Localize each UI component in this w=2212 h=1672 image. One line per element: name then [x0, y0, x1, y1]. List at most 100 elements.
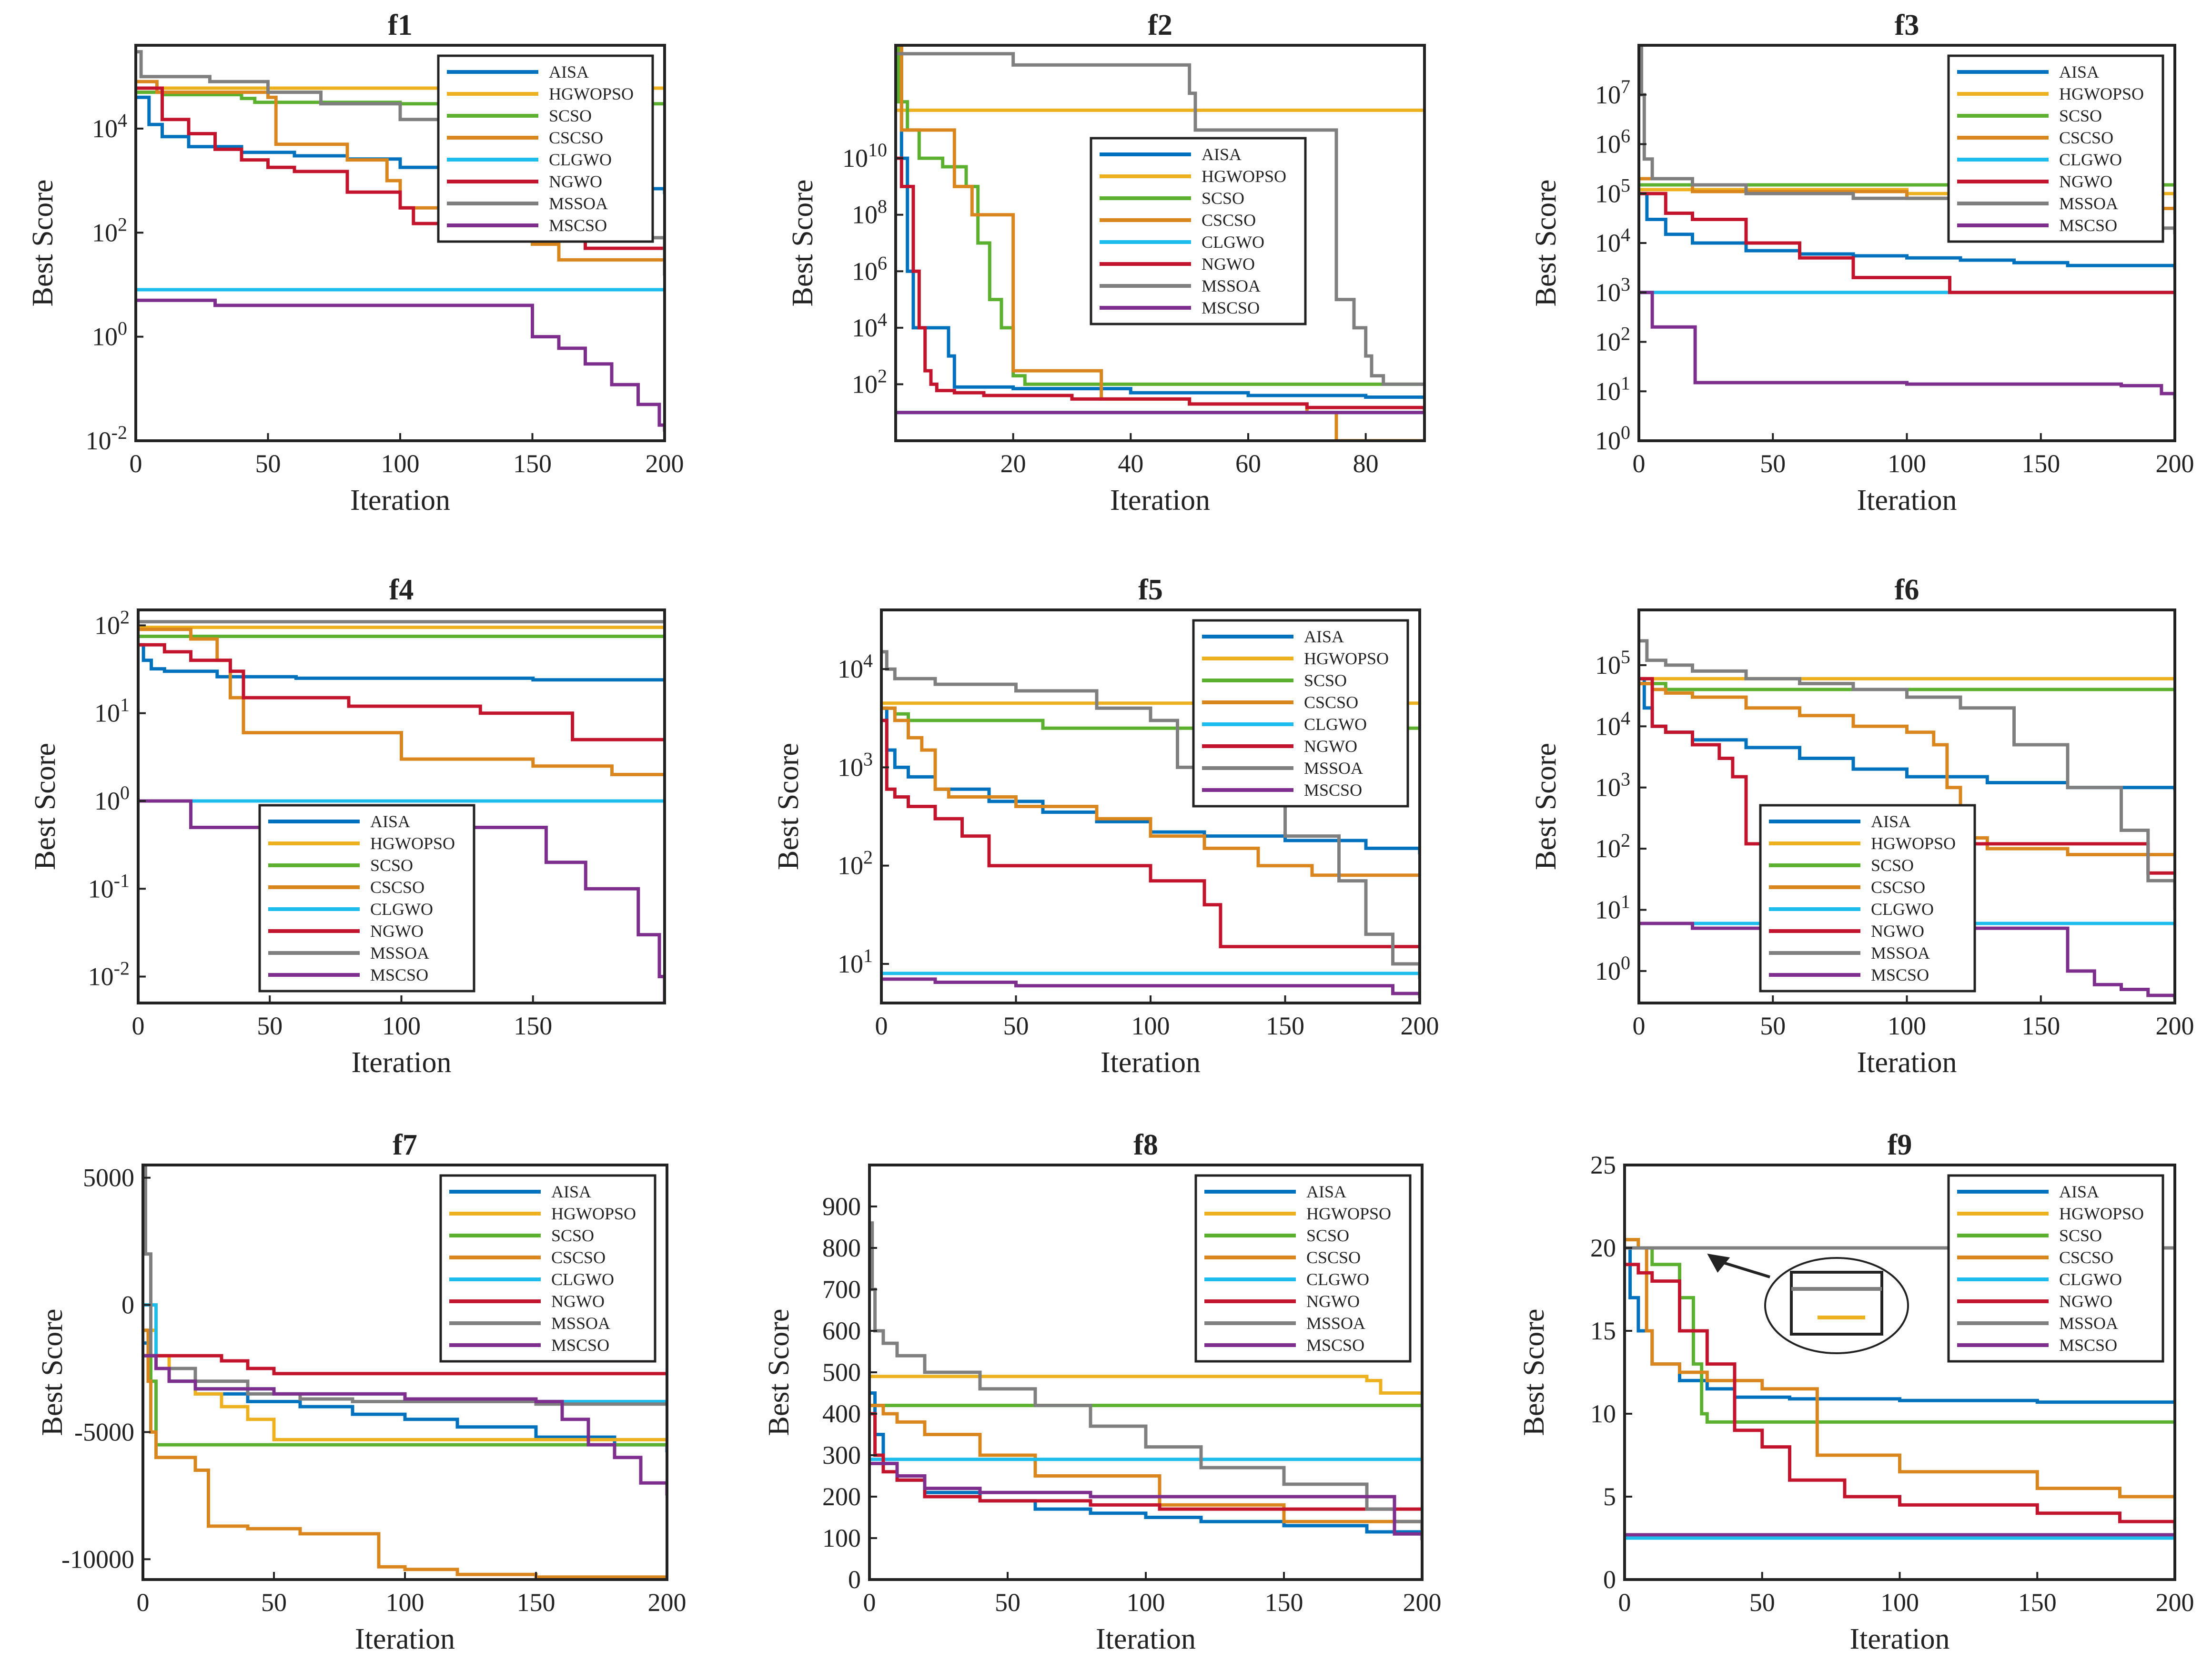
series-line-aisa	[1625, 1246, 2175, 1404]
y-tick-label: 10-2	[88, 958, 130, 991]
legend-label: CLGWO	[2059, 1270, 2122, 1289]
y-tick-label: 100	[1595, 422, 1630, 455]
series-group	[143, 1165, 667, 1579]
y-axis-label: Best Score	[36, 1309, 69, 1436]
x-tick-label: 0	[863, 1588, 876, 1617]
legend-box	[1947, 1174, 2164, 1363]
series-line-mssoa	[896, 52, 1424, 386]
legend-label: MSCSO	[551, 1336, 609, 1355]
legend-label: CSCSO	[1871, 878, 1925, 897]
series-line-cscso	[881, 706, 1420, 877]
legend-box	[258, 804, 475, 993]
y-tick-label: 101	[838, 945, 873, 978]
y-tick-label: -10000	[61, 1545, 134, 1573]
legend-label: SCSO	[549, 106, 592, 125]
legend-label: MSSOA	[2059, 194, 2118, 213]
y-tick-label: 103	[1595, 274, 1630, 307]
zoom-inset-box	[1790, 1271, 1883, 1336]
legend-label: AISA	[1306, 1182, 1346, 1201]
legend-box	[1090, 137, 1307, 325]
legend-label: HGWOPSO	[551, 1204, 636, 1223]
axes-frame	[894, 44, 1426, 442]
legend-label: AISA	[1871, 812, 1911, 831]
series-line-ngwo	[896, 156, 1424, 413]
series-line-mssoa	[143, 1165, 667, 1406]
x-tick-label: 50	[1749, 1588, 1775, 1617]
series-line-mscso	[138, 799, 665, 1003]
y-tick-label: 0	[121, 1291, 134, 1319]
x-tick-label: 50	[1760, 1012, 1786, 1040]
series-line-mssoa	[881, 650, 1420, 979]
series-line-cscso	[138, 628, 665, 776]
x-tick-label: 200	[646, 449, 684, 478]
legend-label: NGWO	[1306, 1292, 1360, 1311]
series-line-ngwo	[143, 1354, 667, 1376]
series-line-cscso	[1639, 682, 2175, 856]
legend-label: AISA	[2059, 1182, 2099, 1201]
chart-f1: 0 50 100 150 200 10-2 100 102 104 f1 Iteration Best…	[27, 9, 684, 517]
legend-label: NGWO	[1871, 922, 1924, 941]
x-tick-label: 200	[2156, 449, 2194, 478]
y-tick-label: 10-2	[86, 422, 127, 455]
y-tick-label: 103	[1595, 769, 1630, 802]
legend: AISA HGWOPSO SCSO CSCSO CLGWO NGWO MSSOA MSCSO	[1947, 54, 2164, 243]
legend: AISA HGWOPSO SCSO CSCSO CLGWO NGWO MSSOA MSCSO	[1759, 804, 1976, 993]
x-tick-label: 200	[1403, 1588, 1442, 1617]
x-axis-label: Iteration	[355, 1623, 455, 1655]
legend-label: HGWOPSO	[2059, 84, 2144, 103]
legend-label: AISA	[1304, 627, 1344, 646]
y-tick-label: 104	[852, 309, 887, 342]
legend-label: MSCSO	[1306, 1336, 1364, 1355]
y-tick-label: 102	[92, 213, 127, 247]
legend-box	[437, 54, 654, 243]
chart-f7: 0 50 100 150 200 -10000 -5000 0 5000 f7 Iteration B…	[36, 1129, 687, 1655]
legend-label: CLGWO	[1202, 233, 1264, 252]
y-tick-label: 102	[852, 365, 887, 398]
x-tick-label: 80	[1353, 449, 1379, 478]
x-tick-label: 150	[514, 1012, 552, 1040]
legend-label: NGWO	[1304, 737, 1357, 756]
x-tick-label: 50	[1760, 449, 1786, 478]
legend-label: MSCSO	[2059, 216, 2117, 235]
legend: AISA HGWOPSO SCSO CSCSO CLGWO NGWO MSSOA MSCSO	[1194, 1174, 1412, 1363]
legend-box	[1759, 804, 1976, 993]
x-tick-label: 50	[995, 1588, 1020, 1617]
y-tick-label: 5	[1603, 1482, 1616, 1511]
series-line-aisa	[881, 706, 1420, 855]
legend-label: MSSOA	[551, 1314, 610, 1333]
x-tick-label: 100	[1127, 1588, 1165, 1617]
y-tick-label: 100	[92, 318, 127, 351]
legend-box	[1192, 619, 1409, 808]
series-group	[1639, 639, 2175, 999]
x-tick-label: 150	[1266, 1012, 1304, 1040]
series-line-ngwo	[1625, 1263, 2175, 1530]
y-tick-label: 600	[822, 1317, 861, 1345]
y-tick-label: 10-1	[88, 870, 130, 903]
y-tick-label: 25	[1590, 1151, 1616, 1179]
y-tick-label: 800	[822, 1234, 861, 1262]
legend-label: MSSOA	[370, 943, 429, 963]
legend-box	[1194, 1174, 1412, 1363]
x-axis-label: Iteration	[1110, 484, 1210, 517]
x-tick-label: 100	[1888, 1012, 1926, 1040]
x-tick-label: 100	[386, 1588, 424, 1617]
legend-label: AISA	[370, 812, 410, 831]
x-tick-label: 0	[130, 449, 142, 478]
y-tick-label: 15	[1590, 1317, 1616, 1345]
x-tick-label: 100	[1880, 1588, 1919, 1617]
legend-label: MSCSO	[1871, 965, 1929, 984]
legend-label: HGWOPSO	[1306, 1204, 1391, 1223]
legend-label: CLGWO	[2059, 150, 2122, 169]
series-line-mscso	[143, 1354, 667, 1496]
y-tick-label: 5000	[83, 1164, 134, 1192]
chart-f3: 0 50 100 150 200 100 101 102 103 104 105 106 107 f3 It…	[1530, 9, 2194, 517]
y-tick-label: -5000	[74, 1418, 134, 1446]
legend-label: CSCSO	[1304, 693, 1358, 712]
y-tick-label: 108	[852, 196, 887, 229]
y-tick-label: 900	[822, 1192, 861, 1221]
legend-label: AISA	[1202, 145, 1242, 164]
legend-label: AISA	[549, 62, 589, 81]
legend-label: SCSO	[2059, 106, 2102, 125]
legend-label: MSCSO	[370, 965, 428, 984]
